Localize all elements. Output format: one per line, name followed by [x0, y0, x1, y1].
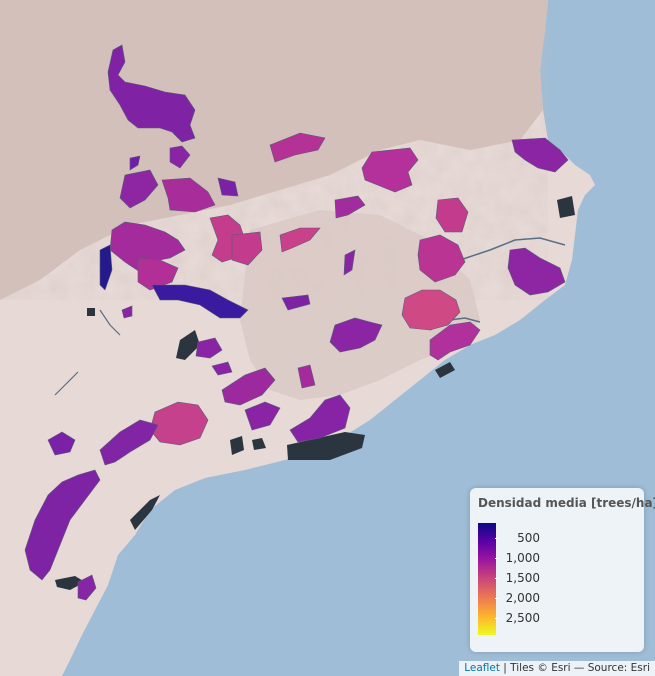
attribution-text: | Tiles © Esri — Source: Esri	[503, 662, 650, 674]
polygon-pyrenees-3	[269, 132, 326, 163]
polygon-montnegre	[429, 321, 481, 361]
legend-color-bar	[478, 523, 496, 635]
legend-tick	[495, 558, 499, 559]
polygon-central-3	[221, 367, 276, 406]
legend-tick	[495, 538, 499, 539]
polygon-low-density	[151, 284, 249, 319]
polygon-girona-1	[435, 197, 469, 233]
polygon-center-5	[343, 249, 356, 276]
map-attribution: Leaflet | Tiles © Esri — Source: Esri	[459, 661, 655, 676]
polygon-ports-2	[77, 574, 97, 601]
polygon-solsones	[109, 221, 186, 273]
polygon-garraf-1	[289, 394, 351, 443]
polygon-central-1	[329, 317, 383, 353]
polygon-solsones-2	[137, 257, 179, 291]
legend-label: 1,000	[505, 551, 540, 565]
polygon-center-west-3	[161, 177, 216, 213]
legend-tick	[495, 598, 499, 599]
polygon-gavarres	[507, 247, 566, 296]
no-data-zones	[55, 196, 575, 590]
polygon-central-2	[195, 337, 223, 359]
river-ebro	[54, 371, 79, 396]
polygon-priorat	[99, 419, 159, 466]
polygon-center-west-2	[119, 169, 159, 209]
legend-label: 2,000	[505, 591, 540, 605]
polygon-central-4	[244, 401, 281, 431]
polygon-girona-2	[417, 234, 466, 283]
polygon-dark-strip	[99, 244, 113, 291]
river-segre	[99, 309, 121, 336]
polygon-lleida-2	[211, 361, 233, 376]
legend-label: 500	[517, 531, 540, 545]
polygon-lleida-1	[121, 305, 133, 319]
polygon-center-4	[334, 195, 366, 219]
forest-polygons[interactable]	[24, 44, 569, 601]
leaflet-link[interactable]: Leaflet	[464, 662, 500, 674]
legend-tick	[495, 578, 499, 579]
polygon-pyrenees-north	[107, 44, 196, 143]
legend-panel: Densidad media [trees/ha] 500 1,000 1,50…	[470, 488, 655, 652]
polygon-center-west-4	[217, 177, 239, 197]
polygon-pyrenees-2	[169, 145, 191, 169]
river-ter	[459, 237, 566, 261]
polygon-center-3	[279, 227, 321, 253]
legend-label: 2,500	[505, 611, 540, 625]
polygon-ports	[24, 469, 101, 581]
polygon-garrotxa	[511, 137, 569, 173]
polygon-osona	[361, 147, 419, 193]
polygon-center-west-1	[129, 155, 141, 171]
polygon-montseny	[401, 289, 461, 331]
polygon-center-6	[281, 294, 311, 311]
polygon-center-2	[231, 231, 263, 266]
legend-label: 1,500	[505, 571, 540, 585]
polygon-central-5	[297, 364, 316, 389]
polygon-west-1	[47, 431, 76, 456]
legend-tick	[495, 618, 499, 619]
legend-title: Densidad media [trees/ha]	[478, 496, 655, 510]
